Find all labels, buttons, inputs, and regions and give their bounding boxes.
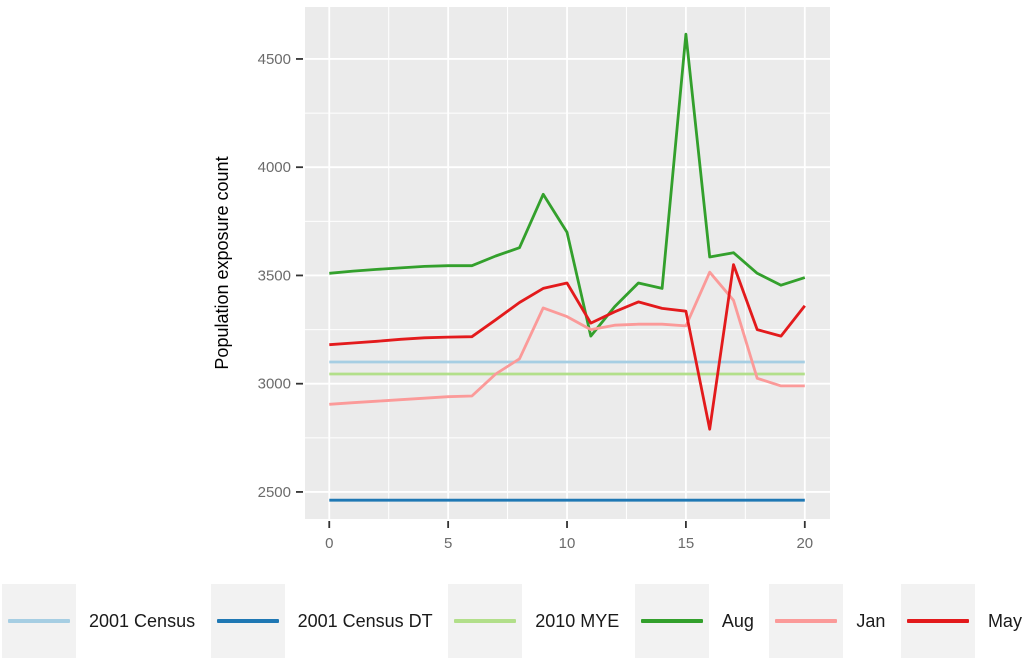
- y-tick-label: 4500: [258, 51, 291, 68]
- legend-label: May: [987, 610, 1022, 631]
- y-tick-label: 2500: [258, 484, 291, 501]
- legend-swatch-line: [640, 619, 703, 623]
- legend-key-2001-census: [2, 584, 76, 658]
- x-tick-label: 0: [325, 535, 333, 552]
- series-line-aug: [329, 32, 806, 338]
- legend-swatch-line: [906, 619, 969, 623]
- line-chart: 0 5 10 15 20 2500 3000 3500 4000 4500 Population e…: [212, 7, 830, 552]
- y-tick-label: 3000: [258, 376, 291, 393]
- legend-swatch-line: [8, 619, 70, 623]
- series-line-may: [329, 263, 806, 431]
- legend-swatch-line: [775, 619, 838, 623]
- legend-label: Jan: [856, 610, 886, 631]
- legend-label: 2001 Census: [89, 610, 196, 631]
- legend-label: 2001 Census DT: [297, 610, 433, 631]
- legend-key-aug: [634, 584, 709, 658]
- legend-key-2010-mye: [448, 584, 523, 658]
- legend-item-jan: Jan: [769, 584, 885, 658]
- x-tick-label: 10: [559, 535, 576, 552]
- legend-key-2001-census-dt: [210, 584, 285, 658]
- legend-swatch-line: [454, 619, 517, 623]
- y-tick-label: 3500: [258, 267, 291, 284]
- legend-key-may: [900, 584, 975, 658]
- legend-item-2001-census-dt: 2001 Census DT: [210, 584, 433, 658]
- legend-item-2010-mye: 2010 MYE: [448, 584, 619, 658]
- legend-label: 2010 MYE: [535, 610, 620, 631]
- x-tick-label: 15: [678, 535, 695, 552]
- legend-item-aug: Aug: [634, 584, 754, 658]
- series-line-jan: [329, 270, 805, 406]
- x-tick-label: 20: [796, 535, 813, 552]
- y-tick-label: 4000: [258, 159, 291, 176]
- legend-item-2001-census: 2001 Census: [2, 584, 195, 658]
- x-tick-label: 5: [444, 535, 452, 552]
- legend: 2001 Census 2001 Census DT 2010 MYE Aug Jan M…: [0, 578, 1024, 664]
- legend-label: Aug: [721, 610, 754, 631]
- y-axis-title: Population exposure count: [212, 156, 232, 369]
- legend-key-jan: [769, 584, 844, 658]
- legend-swatch-line: [216, 619, 279, 623]
- legend-item-may: May: [900, 584, 1022, 658]
